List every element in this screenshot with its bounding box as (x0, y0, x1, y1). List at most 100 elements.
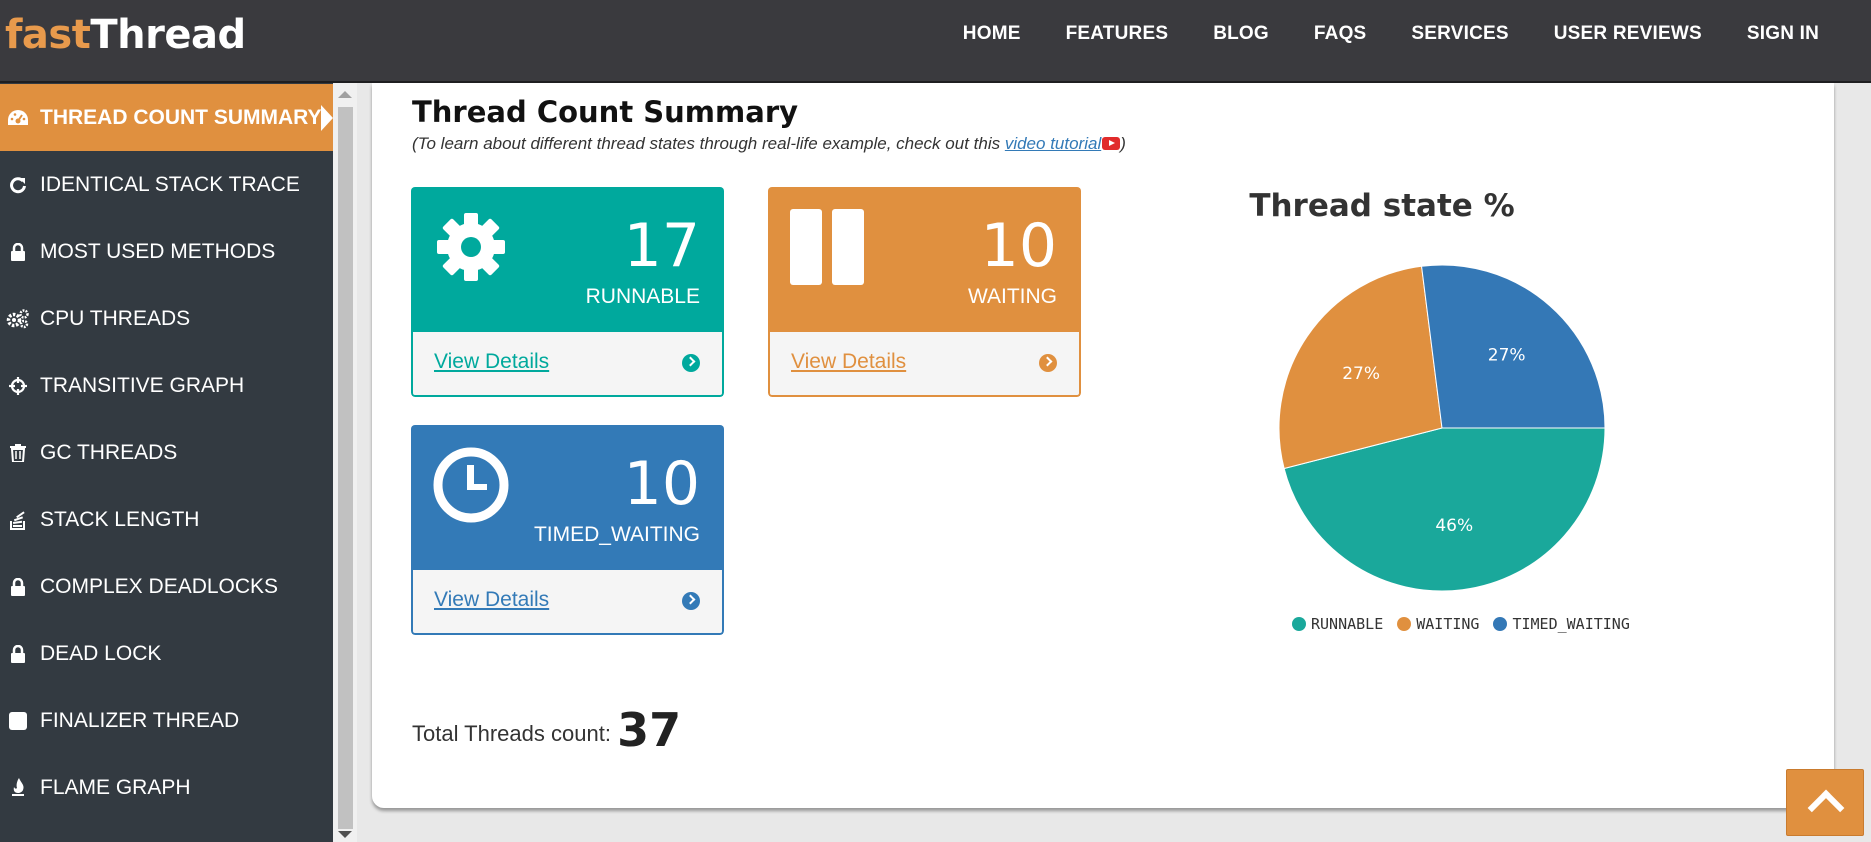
sidebar-item-flame-graph[interactable]: FLAME GRAPH (0, 754, 333, 821)
card-header: 10 WAITING (768, 187, 1081, 332)
nav-faqs[interactable]: FAQS (1313, 23, 1367, 44)
scroll-up-arrow[interactable] (338, 91, 352, 98)
sidebar-item-label: TRANSITIVE GRAPH (40, 373, 245, 397)
nav-sign-in[interactable]: SIGN IN (1746, 23, 1819, 44)
timed-waiting-card: 10 TIMED_WAITING View Details (411, 425, 724, 635)
page-subtitle: (To learn about different thread states … (412, 134, 1126, 154)
dashboard-icon (4, 104, 32, 132)
top-navbar: fastThread HOME FEATURES BLOG FAQS SERVI… (0, 0, 1871, 83)
logo[interactable]: fastThread (5, 12, 246, 58)
sidebar-item-label: FLAME GRAPH (40, 775, 191, 799)
sidebar-item-label: MOST USED METHODS (40, 239, 276, 263)
sidebar-item-stack-length[interactable]: STACK LENGTH (0, 486, 333, 553)
sidebar: THREAD COUNT SUMMARY IDENTICAL STACK TRA… (0, 83, 333, 842)
chart-legend: RUNNABLE WAITING TIMED_WAITING (1292, 615, 1644, 633)
thread-state-pie-chart: 46% 27% 27% (1278, 264, 1606, 592)
pie-slice-timed-waiting[interactable] (1421, 264, 1606, 429)
main-nav: HOME FEATURES BLOG FAQS SERVICES USER RE… (918, 0, 1819, 68)
scroll-down-arrow[interactable] (338, 831, 352, 838)
legend-item-waiting[interactable]: WAITING (1397, 615, 1479, 633)
youtube-icon[interactable] (1102, 137, 1121, 150)
subtitle-end: ) (1120, 134, 1126, 153)
card-footer[interactable]: View Details (768, 332, 1081, 397)
sidebar-item-label: GC THREADS (40, 440, 178, 464)
lock-icon (4, 238, 32, 266)
pie-slice-waiting[interactable] (1278, 265, 1443, 470)
nav-home[interactable]: HOME (962, 23, 1021, 44)
sidebar-item-label: IDENTICAL STACK TRACE (40, 172, 300, 196)
sidebar-item-transitive-graph[interactable]: TRANSITIVE GRAPH (0, 352, 333, 419)
gear-icon (437, 213, 505, 281)
card-header: 10 TIMED_WAITING (411, 425, 724, 570)
pie-label-waiting: 27% (1342, 364, 1380, 384)
sidebar-item-label: FINALIZER THREAD (40, 708, 240, 732)
legend-dot (1493, 617, 1508, 631)
card-footer[interactable]: View Details (411, 570, 724, 635)
runnable-count: 17 (623, 211, 700, 281)
waiting-count: 10 (980, 211, 1057, 281)
total-threads: Total Threads count: 37 (412, 703, 681, 757)
crosshairs-icon (4, 372, 32, 400)
sidebar-item-gc-threads[interactable]: GC THREADS (0, 419, 333, 486)
arrow-right-icon[interactable] (682, 592, 700, 610)
arrow-right-icon[interactable] (682, 354, 700, 372)
flame-icon (4, 774, 32, 802)
view-details-link[interactable]: View Details (791, 350, 907, 373)
pie-label-runnable: 46% (1435, 516, 1473, 536)
sidebar-item-label: COMPLEX DEADLOCKS (40, 574, 279, 598)
legend-item-timed-waiting[interactable]: TIMED_WAITING (1493, 615, 1630, 633)
view-details-link[interactable]: View Details (434, 588, 550, 611)
square-icon (4, 707, 32, 735)
scroll-to-top-button[interactable] (1786, 769, 1864, 836)
legend-label: TIMED_WAITING (1512, 615, 1630, 633)
logo-part-1: fast (5, 12, 91, 58)
video-tutorial-link[interactable]: video tutorial (1004, 134, 1102, 153)
nav-features[interactable]: FEATURES (1065, 23, 1169, 44)
lock-icon (4, 640, 32, 668)
view-details-link[interactable]: View Details (434, 350, 550, 373)
legend-item-runnable[interactable]: RUNNABLE (1292, 615, 1383, 633)
page-title: Thread Count Summary (412, 95, 799, 129)
sidebar-item-label: STACK LENGTH (40, 507, 200, 531)
runnable-card: 17 RUNNABLE View Details (411, 187, 724, 397)
runnable-label: RUNNABLE (585, 285, 700, 308)
nav-user-reviews[interactable]: USER REVIEWS (1553, 23, 1702, 44)
timed-waiting-label: TIMED_WAITING (533, 523, 700, 546)
sidebar-item-label: DEAD LOCK (40, 641, 162, 665)
sidebar-item-cpu-threads[interactable]: CPU THREADS (0, 285, 333, 352)
legend-label: WAITING (1416, 615, 1480, 633)
chart-title: Thread state % (1249, 188, 1515, 224)
legend-label: RUNNABLE (1311, 615, 1384, 633)
total-threads-label: Total Threads count: (412, 721, 611, 746)
logo-part-2: Thread (90, 12, 246, 58)
sidebar-item-thread-count-summary[interactable]: THREAD COUNT SUMMARY (0, 84, 333, 151)
pie-label-timed-waiting: 27% (1488, 346, 1526, 366)
refresh-icon (4, 171, 32, 199)
arrow-right-icon[interactable] (1039, 354, 1057, 372)
sidebar-item-complex-deadlocks[interactable]: COMPLEX DEADLOCKS (0, 553, 333, 620)
total-threads-value: 37 (617, 703, 682, 757)
subtitle-text: (To learn about different thread states … (412, 134, 1005, 153)
sidebar-scrollbar[interactable] (333, 83, 357, 842)
sidebar-item-label: THREAD COUNT SUMMARY (40, 105, 322, 129)
sidebar-item-finalizer-thread[interactable]: FINALIZER THREAD (0, 687, 333, 754)
trash-icon (4, 439, 32, 467)
lock-icon (4, 573, 32, 601)
scrollbar-thumb[interactable] (338, 107, 353, 829)
nav-services[interactable]: SERVICES (1411, 23, 1509, 44)
clock-icon (433, 447, 509, 523)
sidebar-item-dead-lock[interactable]: DEAD LOCK (0, 620, 333, 687)
pause-icon (790, 209, 864, 285)
sidebar-item-most-used-methods[interactable]: MOST USED METHODS (0, 218, 333, 285)
main-panel: Thread Count Summary (To learn about dif… (372, 83, 1834, 808)
sidebar-item-label: CPU THREADS (40, 306, 191, 330)
nav-blog[interactable]: BLOG (1213, 23, 1269, 44)
card-footer[interactable]: View Details (411, 332, 724, 397)
timed-waiting-count: 10 (623, 449, 700, 519)
card-header: 17 RUNNABLE (411, 187, 724, 332)
legend-dot (1397, 617, 1412, 631)
pie-slice-runnable[interactable] (1283, 427, 1606, 592)
gears-icon (4, 305, 32, 333)
legend-dot (1292, 617, 1306, 631)
sidebar-item-identical-stack-trace[interactable]: IDENTICAL STACK TRACE (0, 151, 333, 218)
